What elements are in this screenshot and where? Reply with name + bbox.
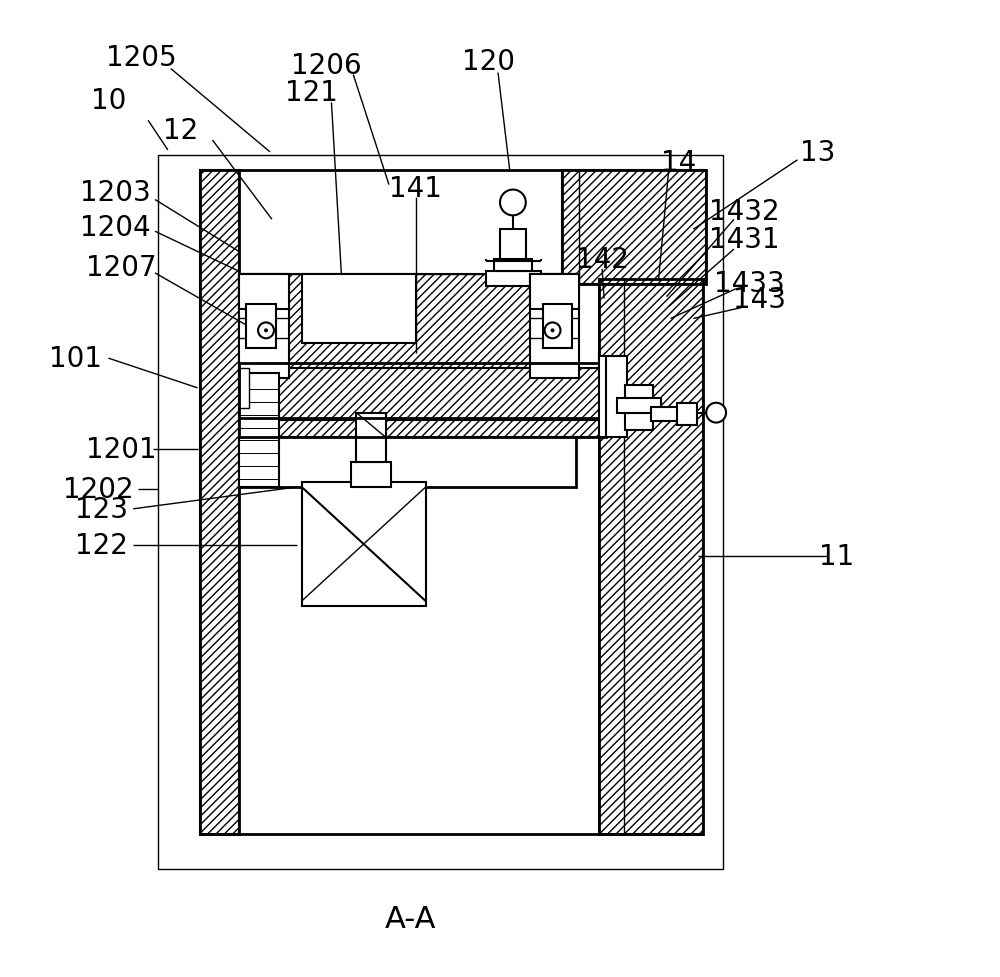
Bar: [239, 275, 576, 378]
Polygon shape: [287, 275, 564, 378]
Text: 101: 101: [49, 345, 102, 373]
Bar: [543, 304, 572, 349]
Text: 1204: 1204: [80, 214, 151, 242]
Text: 1431: 1431: [709, 226, 779, 254]
Text: 1207: 1207: [86, 254, 157, 281]
Text: 120: 120: [462, 48, 515, 75]
Circle shape: [264, 329, 268, 333]
Bar: [599, 279, 703, 834]
Bar: [562, 171, 706, 284]
Text: 1432: 1432: [709, 198, 779, 226]
Bar: [200, 171, 702, 834]
Circle shape: [500, 191, 526, 216]
Text: 1202: 1202: [63, 476, 134, 503]
Bar: [651, 407, 678, 421]
Text: 13: 13: [800, 139, 835, 167]
Text: A-A: A-A: [385, 904, 437, 933]
Bar: [617, 399, 661, 413]
Bar: [625, 386, 653, 430]
Bar: [200, 171, 239, 834]
Text: 1205: 1205: [106, 44, 176, 71]
Bar: [249, 368, 604, 423]
Text: 12: 12: [163, 117, 198, 145]
Text: 121: 121: [285, 79, 338, 107]
Text: 122: 122: [75, 531, 128, 559]
Text: 10: 10: [91, 87, 126, 115]
Text: 1206: 1206: [291, 52, 362, 79]
Bar: [246, 304, 276, 349]
Bar: [302, 483, 426, 607]
Polygon shape: [239, 368, 249, 408]
Bar: [200, 171, 239, 834]
Bar: [599, 357, 627, 438]
Text: 1203: 1203: [80, 179, 151, 206]
Circle shape: [258, 323, 274, 339]
Text: 14: 14: [661, 149, 696, 177]
Circle shape: [551, 329, 555, 333]
Bar: [239, 363, 606, 438]
Bar: [302, 275, 416, 344]
Bar: [500, 230, 526, 260]
Text: 143: 143: [733, 285, 786, 314]
Text: 11: 11: [819, 543, 855, 571]
Bar: [158, 155, 723, 869]
Bar: [677, 404, 697, 425]
Circle shape: [545, 323, 560, 339]
Bar: [351, 463, 391, 488]
Bar: [486, 272, 541, 286]
Bar: [562, 171, 706, 284]
Bar: [530, 275, 579, 310]
Bar: [239, 275, 289, 310]
Bar: [530, 275, 579, 378]
Text: 1201: 1201: [86, 436, 157, 464]
Bar: [239, 275, 289, 378]
Text: 123: 123: [75, 495, 128, 524]
Text: 141: 141: [389, 175, 442, 202]
Bar: [249, 420, 604, 438]
Text: 1433: 1433: [714, 270, 785, 297]
Bar: [239, 275, 576, 488]
Bar: [356, 413, 386, 463]
Bar: [599, 279, 703, 834]
Bar: [494, 260, 532, 272]
Text: 142: 142: [576, 246, 629, 274]
Circle shape: [706, 404, 726, 423]
Bar: [239, 373, 279, 488]
